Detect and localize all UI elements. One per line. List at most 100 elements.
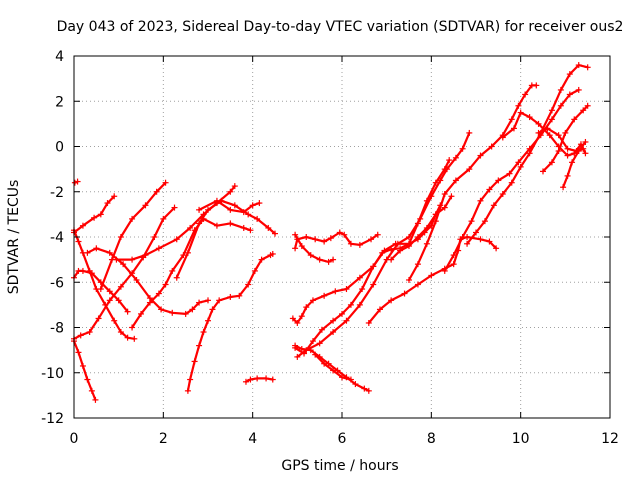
data-point (254, 375, 261, 382)
data-point (92, 396, 99, 403)
data-point (180, 252, 187, 259)
data-point (106, 288, 113, 295)
data-point (316, 256, 323, 263)
x-tick-labels: 0 2 4 6 8 10 12 (70, 431, 619, 447)
series-arc-24 (406, 82, 540, 283)
series-arc-9 (113, 183, 238, 263)
series-line (115, 185, 236, 261)
data-point (256, 200, 263, 207)
y-tick-labels: -12 -10 -8 -6 -4 -2 0 2 4 (41, 49, 64, 427)
data-point (209, 306, 216, 313)
data-point (75, 349, 82, 356)
data-point (517, 163, 524, 170)
series-line (294, 231, 379, 250)
data-point (495, 177, 502, 184)
data-point (117, 234, 124, 240)
data-point (227, 220, 234, 227)
data-point (508, 116, 515, 123)
data-point (213, 222, 220, 229)
data-point (184, 249, 191, 256)
data-point (464, 240, 471, 247)
data-point (477, 236, 484, 243)
data-point (162, 281, 169, 288)
data-point (490, 202, 497, 209)
data-point (450, 252, 457, 259)
x-tick-label: 2 (159, 431, 168, 447)
data-point (292, 231, 299, 238)
data-point (437, 177, 444, 184)
data-point (417, 215, 424, 222)
data-point (459, 145, 466, 152)
data-point (401, 290, 408, 297)
series-arc-6 (71, 204, 178, 342)
data-point (584, 64, 591, 71)
data-point (142, 202, 149, 209)
y-tick-label: -8 (50, 321, 64, 337)
data-point (289, 315, 296, 322)
y-axis-label: SDTVAR / TECUs (6, 180, 22, 295)
data-point (160, 215, 167, 222)
data-point (575, 86, 582, 93)
data-point (84, 376, 91, 383)
data-point (155, 245, 162, 252)
data-point (548, 159, 555, 166)
data-point (200, 329, 207, 336)
series-line (72, 340, 97, 401)
data-point (508, 179, 515, 186)
series-line (466, 63, 589, 245)
data-point (452, 177, 459, 184)
x-tick-label: 12 (601, 431, 619, 447)
data-point (535, 129, 542, 136)
data-point (368, 236, 375, 243)
data-point (486, 186, 493, 193)
data-point (370, 281, 377, 288)
series-line (186, 252, 274, 392)
data-point (113, 256, 120, 263)
data-point (443, 166, 450, 173)
data-point (171, 204, 178, 211)
data-point (173, 236, 180, 243)
series-arc-30 (560, 138, 589, 191)
data-point (352, 381, 359, 388)
data-point (247, 376, 254, 383)
data-point (584, 102, 591, 109)
data-point (120, 261, 127, 268)
series-arc-26 (464, 62, 591, 247)
data-point (196, 206, 203, 213)
data-point (499, 134, 506, 141)
data-point (321, 360, 328, 367)
data-point (546, 132, 553, 139)
series-arc-4 (71, 267, 131, 315)
series-arc-21 (312, 351, 354, 383)
data-point (388, 297, 395, 304)
y-tick-label: -12 (41, 411, 64, 427)
data-point (245, 211, 252, 218)
data-point (441, 204, 448, 211)
data-point (466, 129, 473, 136)
series-arc-13 (184, 250, 276, 394)
data-point (298, 243, 305, 250)
data-point (213, 197, 220, 204)
data-point (182, 310, 189, 317)
data-point (394, 240, 401, 247)
data-point (269, 376, 276, 383)
data-point (321, 292, 328, 299)
data-point (307, 252, 314, 259)
data-point (557, 86, 564, 93)
data-point (79, 362, 86, 369)
data-point (196, 220, 203, 227)
data-point (205, 297, 211, 304)
data-point (129, 256, 136, 263)
data-point (477, 197, 484, 204)
data-point (406, 276, 412, 283)
series-line (86, 247, 210, 315)
data-point (312, 236, 319, 243)
data-point (522, 91, 529, 98)
data-point (428, 272, 435, 279)
data-point (196, 299, 203, 306)
data-point (566, 71, 573, 78)
data-point (251, 267, 258, 274)
data-point (526, 114, 533, 121)
data-point (506, 170, 513, 177)
x-tick-label: 6 (338, 431, 347, 447)
